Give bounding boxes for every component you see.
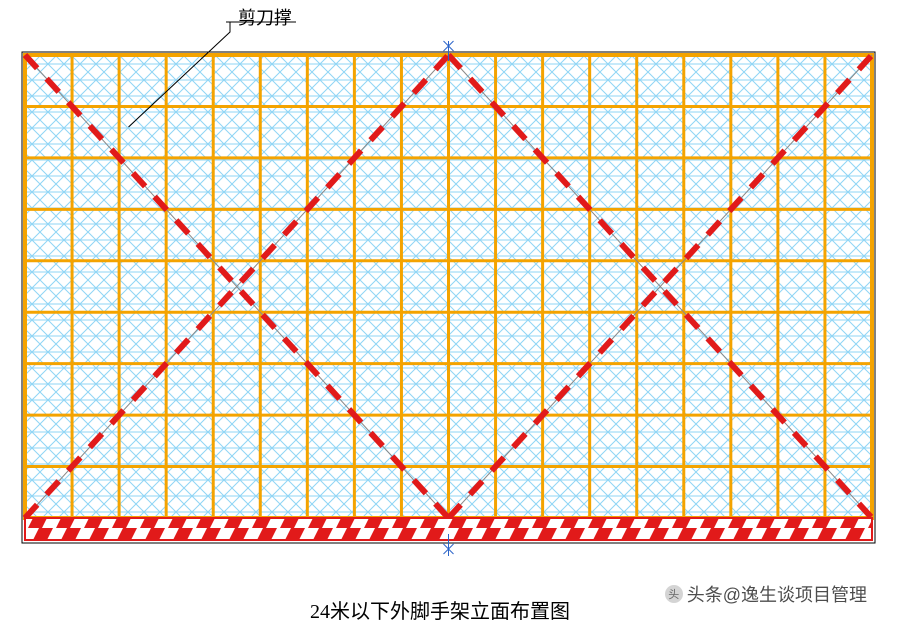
watermark: 头 头条@逸生谈项目管理 (665, 581, 867, 607)
watermark-text: 头条@逸生谈项目管理 (687, 581, 867, 607)
diagram-stage: 剪刀撑 24米以下外脚手架立面布置图 头 头条@逸生谈项目管理 (0, 0, 897, 627)
figure-caption: 24米以下外脚手架立面布置图 (310, 595, 570, 624)
diagram-svg (0, 0, 897, 627)
headline-icon: 头 (665, 585, 683, 603)
bracing-label: 剪刀撑 (238, 4, 292, 30)
